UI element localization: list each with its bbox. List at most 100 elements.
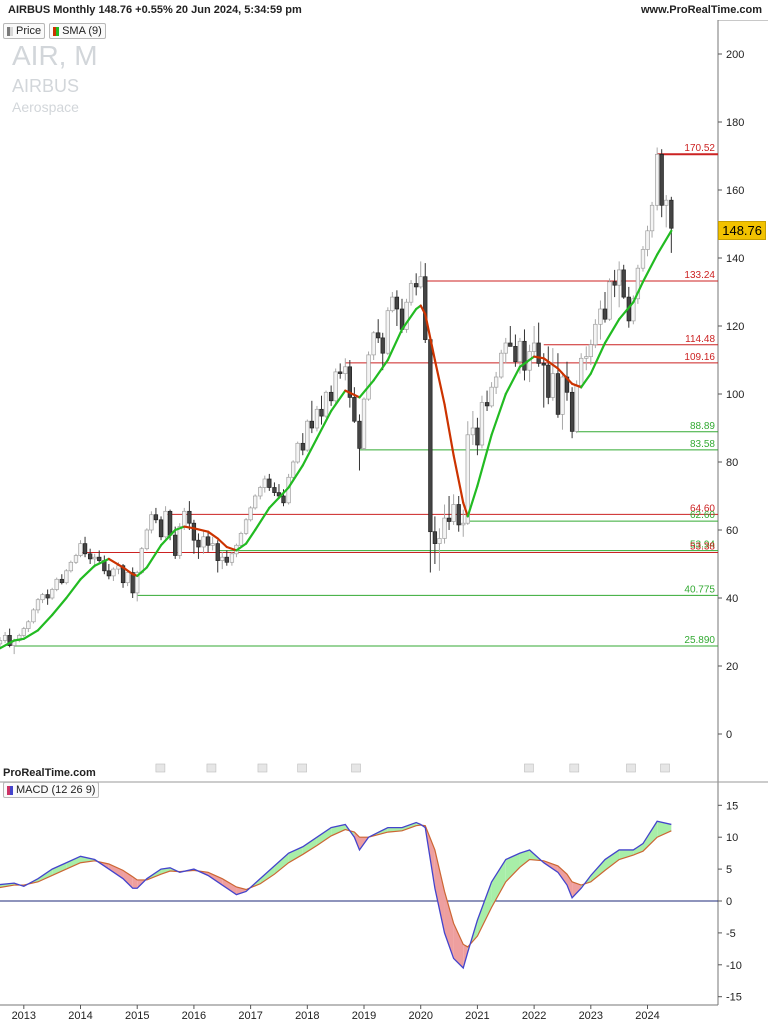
candle-body: [338, 371, 343, 374]
legend-macd[interactable]: MACD (12 26 9): [3, 782, 100, 798]
macd-fill: [316, 827, 332, 846]
candle-body: [328, 391, 334, 402]
candle-body: [201, 536, 206, 548]
macd-swatch-icon: [7, 785, 13, 795]
macd-fill: [519, 849, 530, 868]
sma-line-segment: [206, 530, 219, 540]
candle-body: [182, 510, 187, 527]
candle-body: [106, 570, 112, 577]
level-label: 64.60: [690, 503, 715, 514]
candle-body: [635, 267, 641, 300]
event-marker-icon[interactable]: [206, 763, 217, 773]
candle-body: [31, 609, 36, 623]
candle-body: [309, 420, 314, 429]
candle-body: [7, 635, 12, 646]
macd-fill: [604, 849, 620, 871]
sma-line-segment: [0, 639, 16, 650]
price-y-tick-label: 20: [726, 661, 738, 673]
sma-line-segment: [51, 596, 68, 617]
event-marker-icon[interactable]: [524, 763, 534, 773]
sma-line-segment: [490, 392, 507, 436]
candle-body: [40, 594, 45, 601]
candle-body: [177, 526, 182, 556]
sma-line-segment: [533, 355, 545, 360]
event-marker-icon[interactable]: [155, 763, 166, 773]
candle-body: [229, 553, 235, 563]
macd-y-tick-label: -15: [726, 992, 742, 1004]
candle-body: [531, 342, 537, 352]
candle-body: [631, 298, 636, 322]
candle-body: [390, 296, 395, 312]
x-tick-label: 2015: [125, 1010, 149, 1022]
macd-fill: [491, 859, 506, 908]
sma-line-segment: [556, 367, 574, 385]
price-panel: [0, 20, 718, 782]
event-marker-icon[interactable]: [351, 763, 361, 773]
candle-body: [319, 408, 324, 417]
candle-body: [423, 276, 428, 340]
event-marker-icon[interactable]: [626, 763, 636, 773]
candle-body: [267, 478, 272, 488]
x-tick-label: 2014: [68, 1010, 92, 1022]
footer-brand: ProRealTime.com: [3, 767, 96, 779]
price-y-tick-label: 100: [726, 389, 744, 401]
price-swatch-icon: [7, 26, 13, 36]
candle-body: [428, 339, 433, 533]
macd-fill: [434, 849, 445, 933]
event-marker-icon[interactable]: [257, 763, 268, 773]
macd-fill: [572, 881, 582, 898]
watermark-name: AIRBUS: [12, 76, 80, 96]
legend-sma[interactable]: SMA (9): [49, 23, 106, 39]
candle-body: [139, 548, 144, 573]
candle-body: [323, 391, 329, 417]
candle-body: [432, 531, 438, 544]
macd-fill: [208, 872, 223, 886]
sma-line-segment: [462, 501, 469, 518]
candle-body: [272, 487, 277, 493]
x-tick-label: 2013: [12, 1010, 36, 1022]
x-tick-label: 2018: [295, 1010, 319, 1022]
candle-body: [560, 376, 565, 415]
legend-price[interactable]: Price: [3, 23, 46, 39]
site-link[interactable]: www.ProRealTime.com: [640, 4, 762, 16]
candle-body: [584, 356, 589, 359]
candle-body: [394, 296, 400, 310]
x-tick-label: 2022: [522, 1010, 546, 1022]
candle-body: [621, 269, 626, 298]
candle-body: [493, 376, 499, 388]
candle-body: [173, 534, 178, 556]
candle-body: [598, 308, 603, 325]
sma-line-segment: [358, 379, 375, 399]
sma-swatch-icon: [53, 26, 60, 36]
sma-line-segment: [159, 528, 177, 547]
sma-line-segment: [13, 637, 25, 642]
candle-body: [380, 337, 385, 354]
sma-line-segment: [400, 307, 418, 331]
candle-body: [290, 461, 296, 478]
candle-body: [238, 533, 244, 546]
sma-line-segment: [216, 537, 228, 549]
candle-body: [111, 568, 116, 577]
candle-body: [97, 556, 102, 561]
candle-body: [503, 342, 508, 354]
candle-body: [248, 507, 253, 521]
candle-body: [484, 402, 490, 407]
event-marker-icon[interactable]: [660, 763, 670, 773]
candle-body: [470, 427, 476, 436]
x-tick-label: 2017: [238, 1010, 262, 1022]
candle-body: [366, 354, 371, 400]
sma-line-segment: [287, 464, 304, 489]
macd-fill: [123, 870, 133, 889]
event-marker-icon[interactable]: [297, 763, 307, 773]
candle-body: [612, 281, 617, 286]
event-marker-icon[interactable]: [569, 763, 580, 773]
legend-sma-label: SMA (9): [62, 25, 102, 37]
candle-body: [88, 553, 93, 560]
x-tick-label: 2024: [635, 1010, 659, 1022]
candle-body: [371, 332, 376, 356]
candle-body: [550, 373, 555, 398]
macd-fill: [302, 837, 317, 855]
candle-body: [144, 529, 150, 550]
candle-body: [187, 510, 192, 524]
